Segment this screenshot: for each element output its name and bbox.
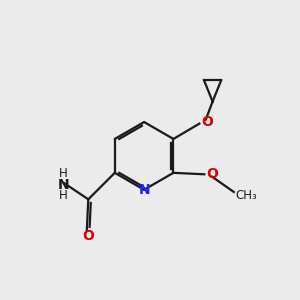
Text: O: O — [207, 167, 219, 181]
Text: N: N — [58, 178, 69, 192]
Text: O: O — [201, 115, 213, 129]
Text: H: H — [59, 189, 68, 202]
Text: O: O — [82, 229, 94, 243]
Text: CH₃: CH₃ — [235, 189, 257, 202]
Text: N: N — [138, 183, 150, 197]
Text: H: H — [59, 167, 68, 180]
